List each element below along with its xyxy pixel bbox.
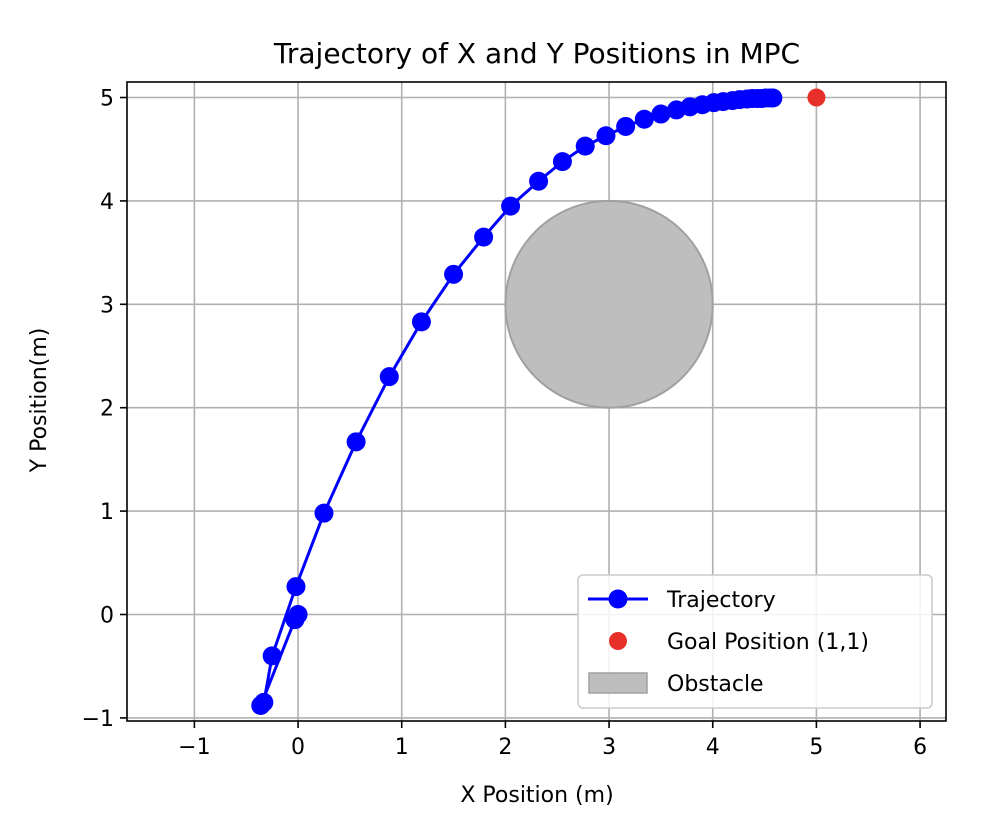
axes-frame [126,81,947,722]
legend-label: Goal Position (1,1) [667,630,869,655]
x-tick-label: −1 [178,735,210,760]
legend-marker-swatch [608,589,628,609]
obstacle-circle [504,199,714,409]
trajectory-point [763,88,783,108]
legend-label: Obstacle [667,672,764,697]
legend: Trajectory Goal Position (1,1) Obstacle [577,574,933,709]
legend-marker-swatch [609,632,627,650]
plot-content [251,88,826,715]
trajectory-point [552,152,572,172]
x-tick-label: 1 [395,735,409,760]
x-axis-label: X Position (m) [460,783,613,808]
y-tick-label: 4 [100,190,114,215]
x-tick-label: 5 [809,735,823,760]
trajectory-point [379,367,399,387]
trajectory-point [444,264,464,284]
y-tick-label: 1 [100,500,114,525]
legend-label: Trajectory [666,588,776,613]
trajectory-point [411,312,431,332]
chart-title: Trajectory of X and Y Positions in MPC [273,37,800,70]
trajectory-point [346,432,366,452]
legend-patch-swatch [588,672,648,694]
trajectory-point [314,503,334,523]
trajectory-point [596,126,616,146]
y-axis-label: Y Position(m) [27,328,52,474]
x-tick-label: 0 [291,735,305,760]
trajectory-point [474,227,494,247]
y-tick-label: 5 [100,87,114,112]
trajectory-point [262,646,282,666]
trajectory-point [529,171,549,191]
y-tick-label: −1 [82,707,114,732]
y-tick-label: 3 [100,293,114,318]
trajectory-point [616,116,636,136]
trajectory-point [285,610,305,630]
trajectory-point [575,136,595,156]
y-tick-label: 0 [100,604,114,629]
trajectory-point [254,692,274,712]
trajectory-point [501,196,521,216]
x-tick-label: 3 [602,735,616,760]
trajectory-point [651,104,671,124]
plot-area: −1 0 1 2 3 4 5 6 −1 0 1 2 3 4 5 Trajectory Goal Position… [82,81,947,760]
trajectory-point [286,577,306,597]
x-tick-label: 2 [498,735,512,760]
x-tick-label: 4 [706,735,720,760]
x-tick-label: 6 [913,735,927,760]
trajectory-point [634,109,654,129]
goal-point [807,88,826,107]
y-tick-label: 2 [100,397,114,422]
legend-box [577,574,933,709]
